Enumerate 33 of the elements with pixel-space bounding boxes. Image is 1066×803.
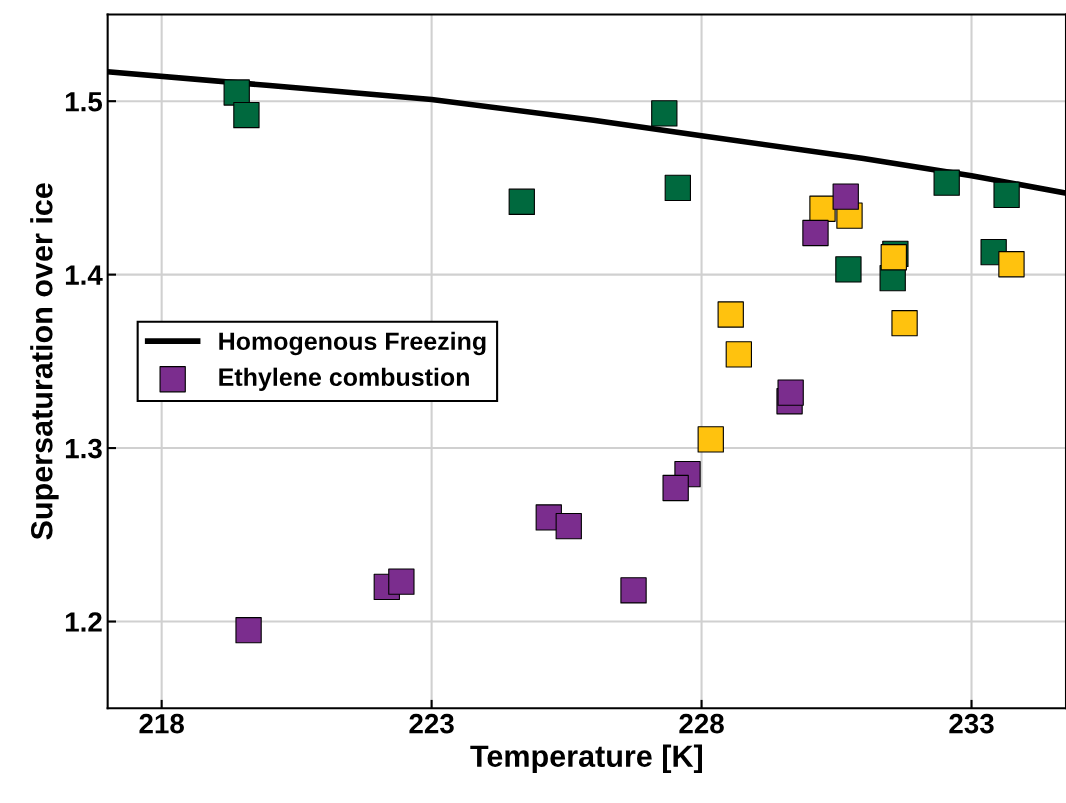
point xyxy=(508,188,535,215)
x-axis-title: Temperature [K] xyxy=(470,744,702,774)
legend-label: Homogenous Freezing xyxy=(219,331,486,356)
point xyxy=(777,379,804,406)
x-tick-label: 228 xyxy=(679,713,724,734)
point xyxy=(555,512,582,540)
point xyxy=(832,183,859,210)
point xyxy=(235,617,262,644)
point xyxy=(998,251,1025,278)
point xyxy=(620,577,647,604)
point xyxy=(223,79,250,106)
x-tick-label: 233 xyxy=(949,713,994,734)
y-tick-label: 1.2 xyxy=(65,612,102,632)
point xyxy=(664,174,691,202)
point xyxy=(662,474,689,502)
point xyxy=(835,256,862,283)
y-tick-label: 1.5 xyxy=(65,92,103,112)
point xyxy=(725,341,752,368)
y-tick-label: 1.4 xyxy=(65,265,103,285)
point xyxy=(651,100,678,127)
point xyxy=(933,169,960,196)
point xyxy=(717,301,744,328)
point xyxy=(993,181,1020,209)
point xyxy=(802,219,829,247)
x-tick-label: 218 xyxy=(139,713,184,734)
x-tick-label: 223 xyxy=(409,713,454,734)
y-tick-label: 1.3 xyxy=(65,438,102,459)
y-axis-title: Supersaturation over ice xyxy=(30,183,59,540)
point xyxy=(388,568,415,595)
point xyxy=(233,101,260,129)
legend-label: Ethylene combustion xyxy=(219,367,469,391)
point xyxy=(697,426,724,453)
point xyxy=(891,310,918,337)
